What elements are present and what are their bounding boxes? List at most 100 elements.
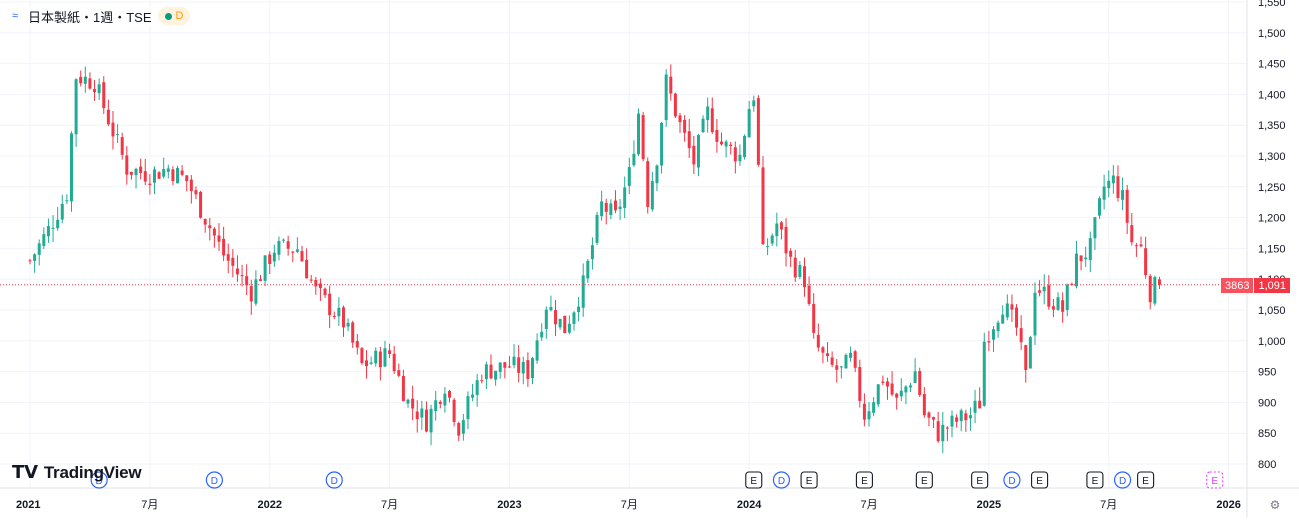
candle-body[interactable] (300, 251, 304, 262)
candle-body[interactable] (733, 147, 737, 162)
candle-body[interactable] (1028, 337, 1032, 369)
candle-body[interactable] (295, 249, 299, 252)
candle-body[interactable] (392, 353, 396, 372)
candle-body[interactable] (673, 93, 677, 117)
candle-body[interactable] (890, 383, 894, 395)
candle-body[interactable] (369, 362, 373, 364)
candle-body[interactable] (918, 371, 922, 396)
dividend-marker[interactable] (772, 471, 791, 489)
candle-body[interactable] (51, 227, 55, 229)
chart-settings-icon[interactable]: ⚙ (1269, 498, 1281, 512)
candle-body[interactable] (867, 411, 871, 420)
candle-body[interactable] (775, 223, 779, 237)
candle-body[interactable] (853, 351, 857, 368)
candle-body[interactable] (706, 106, 710, 121)
candle-body[interactable] (1144, 248, 1148, 276)
candle-body[interactable] (770, 235, 774, 244)
candle-body[interactable] (627, 167, 631, 186)
candle-body[interactable] (452, 399, 456, 422)
candle-body[interactable] (471, 394, 475, 398)
candle-body[interactable] (1042, 286, 1046, 292)
symbol-legend[interactable]: ≈ 日本製紙・1週・TSE D (8, 6, 195, 26)
candle-body[interactable] (807, 285, 811, 304)
candle-body[interactable] (600, 201, 604, 217)
candle-body[interactable] (88, 78, 92, 89)
candle-body[interactable] (904, 386, 908, 393)
candle-body[interactable] (1019, 328, 1023, 343)
candle-body[interactable] (355, 341, 359, 348)
candle-body[interactable] (595, 214, 599, 243)
candle-body[interactable] (424, 409, 428, 432)
candle-body[interactable] (157, 172, 161, 179)
candle-body[interactable] (641, 115, 645, 160)
candle-body[interactable] (231, 257, 235, 266)
candle-body[interactable] (1107, 180, 1111, 189)
earnings-marker[interactable] (1031, 471, 1049, 489)
candle-body[interactable] (1056, 297, 1060, 310)
candle-body[interactable] (664, 74, 668, 121)
candle-body[interactable] (176, 168, 180, 184)
candle-body[interactable] (747, 108, 751, 138)
candle-body[interactable] (208, 225, 212, 229)
candle-body[interactable] (1153, 277, 1157, 304)
candle-body[interactable] (457, 423, 461, 436)
candle-body[interactable] (752, 100, 756, 107)
candle-body[interactable] (968, 415, 972, 419)
candle-body[interactable] (572, 312, 576, 324)
candle-body[interactable] (535, 340, 539, 361)
candle-body[interactable] (932, 417, 936, 420)
candle-body[interactable] (945, 427, 949, 429)
candle-body[interactable] (779, 222, 783, 230)
candle-body[interactable] (1125, 189, 1129, 223)
candle-body[interactable] (696, 135, 700, 168)
candle-body[interactable] (42, 234, 46, 246)
candle-body[interactable] (360, 348, 364, 363)
candle-body[interactable] (517, 357, 521, 373)
candle-body[interactable] (521, 361, 525, 374)
candle-body[interactable] (484, 364, 488, 380)
candle-body[interactable] (613, 200, 617, 211)
candle-body[interactable] (346, 322, 350, 327)
candle-body[interactable] (618, 206, 622, 210)
candle-body[interactable] (420, 408, 424, 418)
candle-body[interactable] (1001, 314, 1005, 324)
candle-body[interactable] (65, 200, 69, 202)
candle-body[interactable] (554, 310, 558, 325)
candle-body[interactable] (314, 279, 318, 287)
candle-body[interactable] (245, 276, 249, 286)
candle-body[interactable] (125, 155, 129, 175)
candle-body[interactable] (286, 241, 290, 249)
candle-body[interactable] (1121, 190, 1125, 200)
candle-body[interactable] (194, 190, 198, 195)
candle-body[interactable] (341, 307, 345, 328)
candle-body[interactable] (318, 283, 322, 289)
candle-body[interactable] (79, 76, 83, 84)
candle-body[interactable] (143, 171, 147, 182)
candle-body[interactable] (844, 354, 848, 369)
candle-body[interactable] (254, 279, 258, 304)
candle-body[interactable] (388, 350, 392, 354)
candle-body[interactable] (185, 175, 189, 182)
candle-body[interactable] (383, 348, 387, 367)
candle-body[interactable] (650, 181, 654, 210)
candle-body[interactable] (305, 259, 309, 279)
candle-body[interactable] (139, 166, 143, 173)
candle-body[interactable] (171, 169, 175, 182)
candle-body[interactable] (1065, 284, 1069, 310)
candle-body[interactable] (222, 238, 226, 256)
candle-body[interactable] (1139, 244, 1143, 247)
candle-body[interactable] (549, 307, 553, 311)
candle-body[interactable] (116, 134, 120, 136)
candle-body[interactable] (558, 318, 562, 328)
candle-body[interactable] (461, 420, 465, 434)
earnings-marker[interactable] (1137, 471, 1155, 489)
candle-body[interactable] (259, 279, 262, 281)
candle-body[interactable] (959, 410, 963, 422)
candle-body[interactable] (74, 79, 78, 135)
candle-body[interactable] (872, 402, 876, 413)
candle-body[interactable] (1038, 290, 1042, 293)
candle-body[interactable] (323, 288, 327, 296)
earnings-marker[interactable] (1086, 471, 1104, 489)
